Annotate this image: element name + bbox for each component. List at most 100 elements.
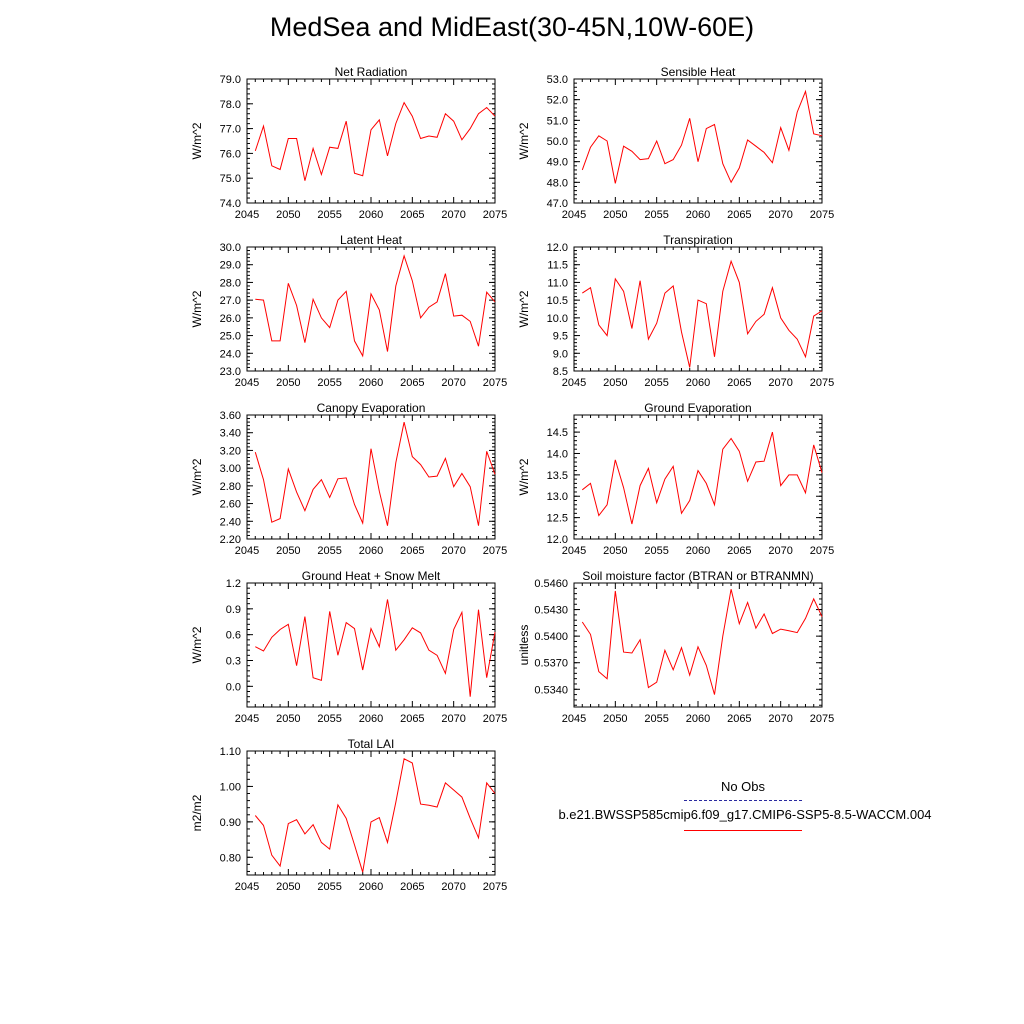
y-tick-label: 27.0 (220, 295, 241, 307)
series-line (254, 421, 496, 526)
x-tick-label: 2050 (603, 209, 627, 221)
x-tick-label: 2060 (359, 377, 383, 389)
plot-frame (573, 582, 823, 708)
plot-frame (573, 78, 823, 204)
x-tick-label: 2060 (359, 713, 383, 725)
x-tick-label: 2055 (644, 377, 668, 389)
y-tick-label: 8.5 (553, 366, 568, 378)
x-tick-label: 2075 (483, 545, 507, 557)
panel-title: Net Radiation (335, 65, 408, 79)
y-tick-label: 50.0 (547, 136, 568, 148)
y-tick-label: 51.0 (547, 115, 568, 127)
y-tick-label: 3.40 (220, 428, 241, 440)
page-title: MedSea and MidEast(30-45N,10W-60E) (269, 12, 755, 42)
x-tick-label: 2070 (768, 713, 792, 725)
x-tick-label: 2060 (686, 377, 710, 389)
panel-title: Total LAI (348, 737, 395, 751)
x-tick-label: 2055 (644, 545, 668, 557)
y-tick-label: 14.0 (547, 448, 568, 460)
x-tick-label: 2065 (727, 377, 751, 389)
x-tick-label: 2075 (483, 713, 507, 725)
y-tick-label: 26.0 (220, 313, 241, 325)
x-tick-label: 2050 (603, 377, 627, 389)
x-tick-label: 2055 (317, 377, 341, 389)
y-tick-label: 12.0 (547, 242, 568, 254)
series-line (581, 89, 823, 184)
y-tick-label: 1.2 (226, 578, 241, 590)
panel-6: Ground Heat + Snow Melt W/m^2 2045 2050 2055… (190, 569, 507, 725)
panel-1: Sensible Heat W/m^2 2045 2050 2055 2060 2065 20… (517, 65, 834, 221)
x-tick-label: 2045 (562, 209, 586, 221)
y-tick-label: 2.80 (220, 481, 241, 493)
y-tick-label: 1.00 (220, 781, 241, 793)
y-tick-label: 12.5 (547, 513, 568, 525)
y-tick-label: 3.20 (220, 445, 241, 457)
panel-8: Total LAI m2/m2 2045 2050 2055 2060 2065 2070 20… (190, 737, 507, 893)
x-tick-label: 2050 (276, 209, 300, 221)
x-tick-label: 2045 (562, 377, 586, 389)
plot-frame (246, 78, 496, 204)
y-tick-label: 0.6 (226, 630, 241, 642)
y-tick-label: 78.0 (220, 99, 241, 111)
panel-title: Transpiration (663, 233, 733, 247)
panel-title: Latent Heat (340, 233, 403, 247)
y-tick-label: 77.0 (220, 124, 241, 136)
plot-frame (246, 414, 496, 540)
x-tick-label: 2070 (441, 881, 465, 893)
x-tick-label: 2070 (441, 713, 465, 725)
y-tick-label: 48.0 (547, 177, 568, 189)
panel-title: Soil moisture factor (BTRAN or BTRANMN) (582, 569, 813, 583)
legend-obs-label: No Obs (720, 779, 766, 794)
x-tick-label: 2065 (400, 377, 424, 389)
y-tick-label: 0.5400 (534, 631, 568, 643)
x-tick-label: 2060 (359, 545, 383, 557)
panel-2: Latent Heat W/m^2 2045 2050 2055 2060 2065 2070… (190, 233, 507, 389)
x-tick-label: 2045 (562, 713, 586, 725)
x-tick-label: 2060 (359, 209, 383, 221)
x-tick-label: 2060 (686, 545, 710, 557)
y-axis-label: W/m^2 (190, 626, 204, 663)
x-tick-label: 2075 (810, 545, 834, 557)
x-tick-label: 2060 (686, 209, 710, 221)
y-tick-label: 30.0 (220, 242, 241, 254)
y-axis-label: W/m^2 (517, 290, 531, 327)
series-line (254, 758, 496, 873)
y-tick-label: 47.0 (547, 198, 568, 210)
y-tick-label: 2.40 (220, 516, 241, 528)
y-axis-label: m2/m2 (190, 794, 204, 831)
x-tick-label: 2055 (317, 545, 341, 557)
x-tick-label: 2070 (441, 209, 465, 221)
x-tick-label: 2070 (441, 545, 465, 557)
y-tick-label: 14.5 (547, 427, 568, 439)
y-tick-label: 11.5 (547, 260, 568, 272)
y-tick-label: 2.20 (220, 534, 241, 546)
x-tick-label: 2045 (562, 545, 586, 557)
panel-title: Ground Evaporation (644, 401, 751, 415)
x-tick-label: 2050 (276, 881, 300, 893)
x-tick-label: 2060 (359, 881, 383, 893)
y-tick-label: 75.0 (220, 173, 241, 185)
panel-7: Soil moisture factor (BTRAN or BTRANMN) u… (517, 569, 834, 725)
y-tick-label: 0.3 (226, 656, 241, 668)
y-tick-label: 2.60 (220, 499, 241, 511)
panel-5: Ground Evaporation W/m^2 2045 2050 2055 2060 2… (517, 401, 834, 557)
y-tick-label: 24.0 (220, 348, 241, 360)
x-tick-label: 2075 (810, 209, 834, 221)
series-line (255, 599, 496, 697)
y-tick-label: 0.5340 (534, 684, 568, 696)
y-tick-label: 0.5370 (534, 658, 568, 670)
series-line (254, 101, 496, 181)
series-line (581, 589, 823, 695)
x-tick-label: 2065 (400, 881, 424, 893)
y-tick-label: 0.80 (220, 852, 241, 864)
x-tick-label: 2045 (235, 377, 259, 389)
x-tick-label: 2055 (317, 881, 341, 893)
panel-title: Ground Heat + Snow Melt (302, 569, 441, 583)
y-tick-label: 1.10 (220, 746, 241, 758)
y-tick-label: 23.0 (220, 366, 241, 378)
x-tick-label: 2070 (768, 377, 792, 389)
y-tick-label: 79.0 (220, 74, 241, 86)
x-tick-label: 2050 (603, 545, 627, 557)
y-tick-label: 0.5460 (534, 578, 568, 590)
panel-title: Canopy Evaporation (317, 401, 426, 415)
